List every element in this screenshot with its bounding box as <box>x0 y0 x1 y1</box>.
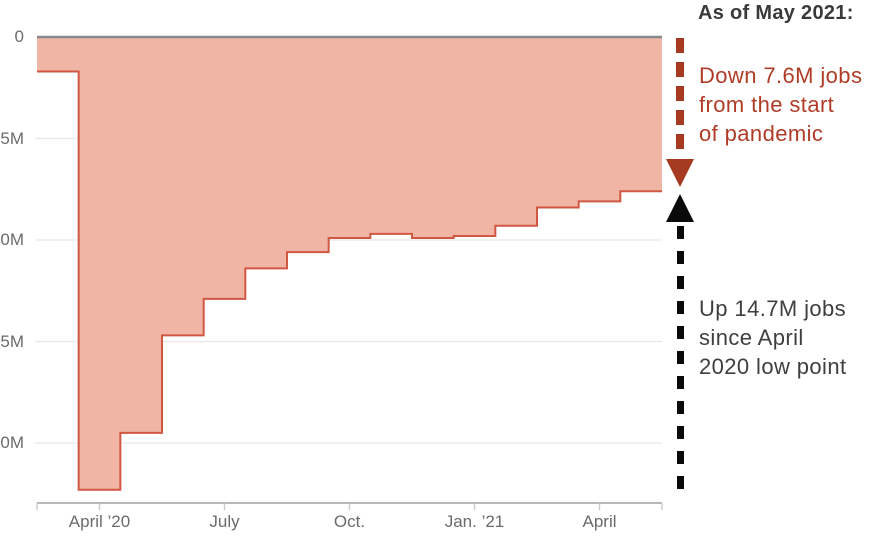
x-axis-tick-label: Oct. <box>333 512 366 531</box>
y-axis-tick-label: 5M <box>0 128 24 148</box>
y-axis-tick-label: 0 <box>14 27 24 46</box>
x-axis-tick-label: April <box>582 512 617 531</box>
jobs-up-annotation-line-2: since April <box>699 325 804 350</box>
x-axis-tick-label: July <box>209 512 240 531</box>
jobs-down-annotation-line-2: from the start <box>699 92 835 117</box>
y-axis-tick-label: 5M <box>0 331 24 351</box>
jobs-down-annotation-line-1: Down 7.6M jobs <box>699 63 863 88</box>
x-axis-tick-label: Jan. ’21 <box>444 512 505 531</box>
x-axis-tick-label: April ’20 <box>68 512 131 531</box>
jobs-up-annotation-line-1: Up 14.7M jobs <box>699 296 847 321</box>
jobs-down-annotation: Down 7.6M jobs from the start of pandemi… <box>699 61 862 148</box>
y-axis-tick-label: 0M <box>0 230 24 249</box>
up-arrow-head-icon <box>666 194 694 222</box>
jobs-up-annotation: Up 14.7M jobs since April 2020 low point <box>699 294 846 381</box>
up-arrow-dashed-line-icon <box>677 226 684 492</box>
jobs-up-annotation-line-3: 2020 low point <box>699 354 847 379</box>
down-arrow-dashed-line-icon <box>676 38 684 158</box>
as-of-date-label: As of May 2021: <box>698 2 854 24</box>
down-arrow-head-icon <box>666 159 694 187</box>
jobs-down-annotation-line-3: of pandemic <box>699 121 824 146</box>
y-axis-tick-label: 0M <box>0 433 24 452</box>
